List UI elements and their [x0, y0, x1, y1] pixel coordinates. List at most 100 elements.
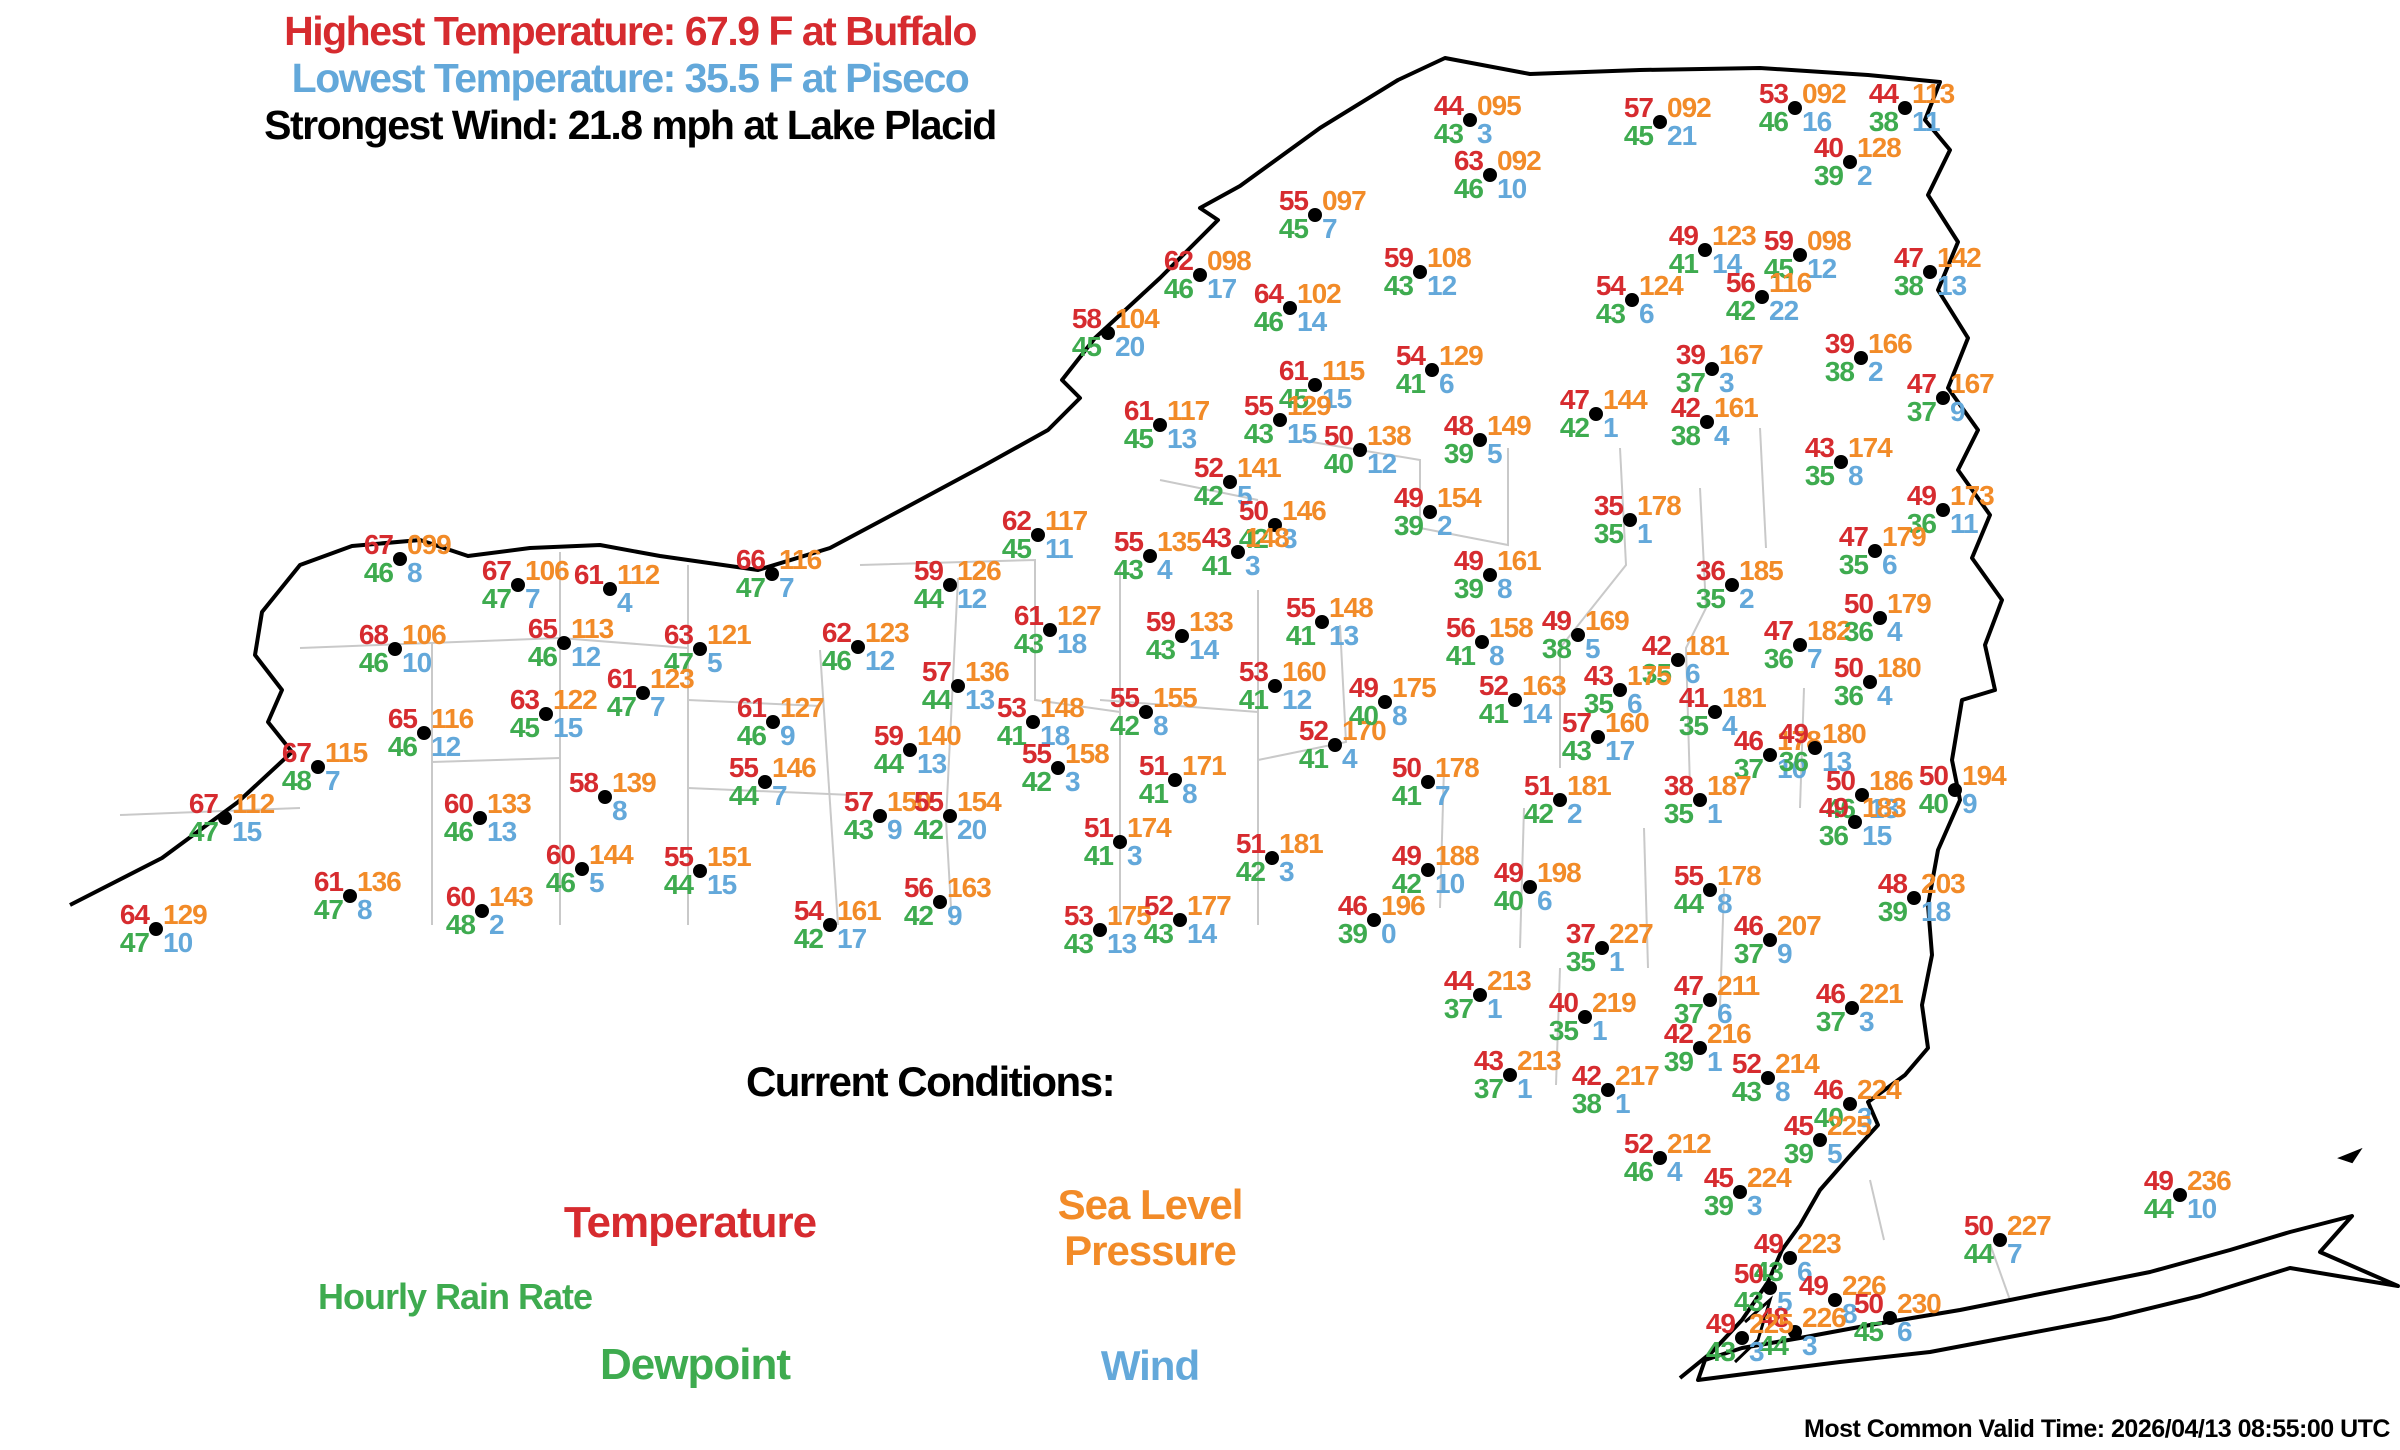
- legend-wind-label: Wind: [1100, 1342, 1200, 1389]
- station-dot: [1923, 265, 1937, 279]
- wind-value: 14: [1522, 698, 1552, 729]
- temperature-value: 42: [1641, 630, 1672, 661]
- station-dot: [1026, 715, 1040, 729]
- temperature-value: 61: [1278, 355, 1309, 386]
- wind-value: 13: [1329, 620, 1359, 651]
- dewpoint-value: 44: [873, 748, 904, 779]
- temperature-value: 55: [1278, 185, 1309, 216]
- dewpoint-value: 35: [1583, 688, 1614, 719]
- temperature-value: 61: [606, 663, 637, 694]
- station-dot: [1231, 545, 1245, 559]
- pressure-value: 092: [1667, 92, 1712, 123]
- station: 55 155 42 8: [1086, 684, 1206, 740]
- dewpoint-value: 42: [913, 814, 944, 845]
- pressure-value: 187: [1707, 770, 1752, 801]
- station-dot: [1308, 378, 1322, 392]
- station-dot: [823, 918, 837, 932]
- station-dot: [1473, 433, 1487, 447]
- station: 58 104 45 20: [1048, 305, 1168, 361]
- station-dot: [951, 679, 965, 693]
- wind-value: 10: [1497, 173, 1527, 204]
- station: 54 129 41 6: [1372, 342, 1492, 398]
- pressure-value: 167: [1950, 368, 1995, 399]
- station-dot: [575, 862, 589, 876]
- temperature-value: 43: [1804, 432, 1835, 463]
- wind-value: 12: [431, 731, 461, 762]
- wind-value: 7: [650, 691, 666, 722]
- station: 39 167 37 3: [1652, 341, 1772, 397]
- station: 49 198 40 6: [1470, 859, 1590, 915]
- wind-value: 6: [1797, 1256, 1813, 1287]
- pressure-value: 116: [779, 544, 822, 575]
- temperature-value: 66: [735, 544, 766, 575]
- pressure-value: 124: [1639, 270, 1684, 301]
- temperature-value: 59: [1383, 242, 1414, 273]
- dewpoint-value: 45: [509, 712, 540, 743]
- station: 45 224 39 3: [1680, 1164, 1800, 1220]
- dewpoint-value: 39: [1393, 510, 1424, 541]
- wind-value: 17: [1605, 735, 1635, 766]
- wind-value: 18: [1040, 720, 1070, 751]
- temperature-value: 44: [1868, 78, 1899, 109]
- wind-value: 7: [525, 583, 541, 614]
- pressure-value: 113: [571, 613, 614, 644]
- pressure-value: 181: [1567, 770, 1612, 801]
- pressure-value: 161: [837, 895, 882, 926]
- dewpoint-value: 45: [1071, 331, 1102, 362]
- dewpoint-value: 46: [736, 720, 767, 751]
- pressure-value: 226: [1802, 1302, 1847, 1333]
- temperature-value: 53: [1063, 900, 1094, 931]
- dewpoint-value: 36: [1833, 680, 1864, 711]
- temperature-value: 51: [1523, 770, 1554, 801]
- wind-value: 12: [1427, 270, 1457, 301]
- wind-value: 3: [1859, 1006, 1875, 1037]
- wind-value: 1: [1487, 993, 1503, 1024]
- lowest-temperature-text: Lowest Temperature: 35.5 F at Piseco: [291, 55, 970, 101]
- temperature-value: 55: [1285, 592, 1316, 623]
- pressure-value: 092: [1497, 145, 1542, 176]
- pressure-value: 148: [1245, 522, 1290, 553]
- long-island-outline: [1696, 1214, 2400, 1382]
- station-dot: [1733, 1185, 1747, 1199]
- temperature-value: 50: [1323, 420, 1354, 451]
- station: 60 143 48 2: [422, 883, 542, 939]
- dewpoint-value: 35: [1838, 549, 1869, 580]
- pressure-value: 095: [1477, 90, 1522, 121]
- dewpoint-value: 41: [1083, 840, 1114, 871]
- temperature-value: 49: [1778, 718, 1809, 749]
- station-dot: [1268, 518, 1282, 532]
- dewpoint-value: 41: [996, 720, 1027, 751]
- station: 49 154 39 2: [1370, 484, 1490, 540]
- station: 63 122 45 15: [486, 686, 606, 742]
- dewpoint-value: 44: [913, 583, 944, 614]
- pressure-value: 171: [1182, 750, 1227, 781]
- dewpoint-value: 42: [1235, 856, 1266, 887]
- dewpoint-value: 39: [1877, 896, 1908, 927]
- wind-value: 7: [2007, 1238, 2023, 1269]
- station-dot: [1143, 549, 1157, 563]
- station-dot: [1475, 635, 1489, 649]
- pressure-value: 179: [1887, 588, 1932, 619]
- station: 49 169 38 5: [1518, 607, 1638, 663]
- wind-value: 3: [1749, 1336, 1765, 1367]
- station-dot: [1113, 835, 1127, 849]
- pressure-value: 167: [1719, 339, 1764, 370]
- pressure-value: 129: [163, 899, 208, 930]
- wind-value: 8: [1497, 573, 1513, 604]
- station: 60 144 46 5: [522, 841, 642, 897]
- station: 67 106 47 7: [458, 557, 578, 613]
- temperature-value: 52: [1143, 890, 1174, 921]
- temperature-value: 54: [793, 895, 824, 926]
- wind-value: 14: [1712, 248, 1742, 279]
- station-dot: [1883, 1311, 1897, 1325]
- pressure-value: 139: [612, 767, 657, 798]
- station-dot: [1425, 363, 1439, 377]
- station-dot: [1763, 933, 1777, 947]
- wind-value: 3: [1245, 550, 1261, 581]
- station-dot: [1793, 248, 1807, 262]
- station: 58 139 8: [545, 769, 665, 825]
- wind-value: 8: [1489, 640, 1505, 671]
- temperature-value: 52: [1731, 1048, 1762, 1079]
- dewpoint-value: 46: [821, 645, 852, 676]
- wind-value: 10: [2187, 1193, 2217, 1224]
